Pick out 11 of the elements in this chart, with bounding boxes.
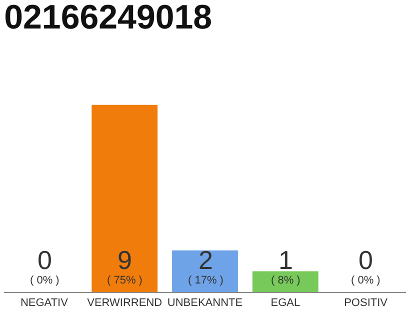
- x-tick-label: NEGATIV: [20, 297, 69, 310]
- data-label: 0 ( 0% ): [30, 245, 60, 286]
- x-tick-label: EGAL: [270, 297, 300, 310]
- data-label: 0 ( 0% ): [351, 245, 380, 286]
- data-label: 1 ( 8% ): [271, 245, 300, 286]
- chart-title: 02166249018: [4, 0, 212, 37]
- x-tick-label: VERWIRREND: [87, 297, 162, 310]
- data-label: 2 ( 17% ): [188, 245, 224, 286]
- data-label: 9 ( 75% ): [107, 245, 142, 286]
- x-tick-label: POSITIV: [344, 297, 388, 310]
- x-tick-label: UNBEKANNTE: [167, 297, 243, 310]
